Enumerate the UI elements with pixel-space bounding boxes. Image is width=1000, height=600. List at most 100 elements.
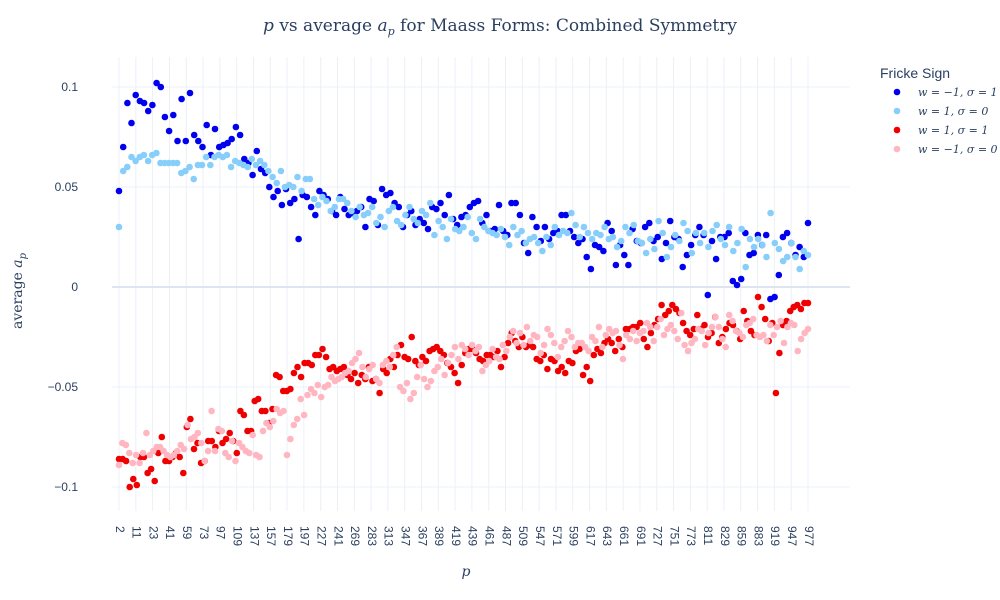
data-point bbox=[800, 247, 808, 255]
data-point bbox=[422, 357, 430, 365]
data-point bbox=[562, 211, 570, 219]
data-point bbox=[544, 325, 551, 333]
data-point bbox=[481, 223, 488, 231]
data-point bbox=[586, 377, 594, 385]
y-tick-label: 0.05 bbox=[55, 180, 79, 194]
x-tick-label: 727 bbox=[651, 526, 665, 546]
data-point bbox=[115, 461, 123, 469]
data-point bbox=[700, 229, 708, 237]
x-tick-label: 643 bbox=[600, 526, 614, 546]
x-tick-label: 919 bbox=[768, 526, 782, 546]
data-point bbox=[319, 345, 326, 353]
data-point bbox=[400, 387, 407, 395]
data-point bbox=[290, 421, 298, 429]
data-point bbox=[362, 373, 370, 381]
data-point bbox=[464, 213, 472, 221]
data-point bbox=[466, 203, 474, 211]
data-point bbox=[759, 241, 766, 249]
data-point bbox=[422, 211, 430, 219]
data-point bbox=[140, 151, 148, 159]
data-point bbox=[143, 429, 150, 437]
data-point bbox=[530, 233, 538, 241]
data-point bbox=[783, 253, 791, 261]
data-point bbox=[381, 223, 388, 231]
data-point bbox=[248, 155, 256, 163]
data-point bbox=[331, 203, 339, 211]
data-point bbox=[265, 167, 272, 175]
data-point bbox=[115, 223, 123, 231]
data-point bbox=[434, 363, 442, 371]
data-point bbox=[475, 343, 483, 351]
data-point bbox=[518, 227, 525, 235]
data-point bbox=[797, 335, 805, 343]
data-point bbox=[729, 277, 737, 285]
data-point bbox=[792, 253, 799, 261]
data-point bbox=[625, 261, 632, 269]
data-point bbox=[322, 353, 330, 361]
data-point bbox=[383, 369, 391, 377]
x-tick-label: 811 bbox=[701, 526, 715, 545]
data-point bbox=[796, 243, 803, 251]
legend-marker bbox=[893, 145, 901, 153]
data-point bbox=[319, 193, 326, 201]
data-point bbox=[151, 477, 158, 485]
data-point bbox=[404, 355, 412, 363]
data-point bbox=[688, 249, 696, 257]
data-point bbox=[794, 347, 801, 355]
data-point bbox=[293, 415, 301, 423]
data-point bbox=[317, 393, 325, 401]
data-point bbox=[676, 237, 683, 245]
data-point bbox=[725, 311, 733, 319]
data-point bbox=[256, 453, 263, 461]
data-point bbox=[579, 371, 587, 379]
data-point bbox=[595, 243, 603, 251]
data-point bbox=[681, 341, 688, 349]
data-point bbox=[547, 241, 554, 249]
data-point bbox=[190, 175, 197, 183]
data-point bbox=[564, 229, 571, 237]
data-point bbox=[312, 211, 319, 219]
data-point bbox=[647, 323, 654, 331]
data-point bbox=[437, 355, 445, 363]
data-point bbox=[537, 357, 544, 365]
data-point bbox=[733, 281, 741, 289]
data-point bbox=[173, 159, 181, 167]
data-point bbox=[199, 143, 206, 151]
data-point bbox=[547, 331, 555, 339]
data-point bbox=[520, 341, 527, 349]
data-point bbox=[410, 215, 418, 223]
data-point bbox=[451, 369, 458, 377]
data-point bbox=[315, 351, 323, 359]
data-point bbox=[119, 167, 127, 175]
data-point bbox=[665, 307, 673, 315]
data-point bbox=[393, 217, 401, 225]
data-point bbox=[497, 225, 505, 233]
data-point bbox=[347, 375, 355, 383]
data-point bbox=[395, 203, 403, 211]
data-point bbox=[211, 447, 219, 455]
x-tick-label: 157 bbox=[264, 526, 278, 546]
data-point bbox=[303, 193, 311, 201]
data-point bbox=[585, 347, 592, 355]
data-point bbox=[126, 449, 133, 457]
data-point bbox=[332, 211, 340, 219]
data-point bbox=[572, 221, 579, 229]
data-point bbox=[522, 239, 530, 247]
data-point bbox=[165, 127, 173, 135]
data-point bbox=[647, 329, 655, 337]
data-point bbox=[287, 435, 294, 443]
data-point bbox=[144, 157, 152, 165]
data-point bbox=[124, 99, 131, 107]
data-point bbox=[640, 327, 647, 335]
x-tick-label: 59 bbox=[180, 526, 194, 540]
data-point bbox=[677, 309, 685, 317]
data-point bbox=[236, 131, 244, 139]
data-point bbox=[504, 339, 512, 347]
data-point bbox=[174, 137, 181, 145]
data-point bbox=[454, 379, 462, 387]
data-point bbox=[626, 335, 634, 343]
data-point bbox=[705, 329, 712, 337]
data-point bbox=[663, 253, 671, 261]
data-point bbox=[153, 79, 160, 87]
data-point bbox=[286, 199, 294, 207]
